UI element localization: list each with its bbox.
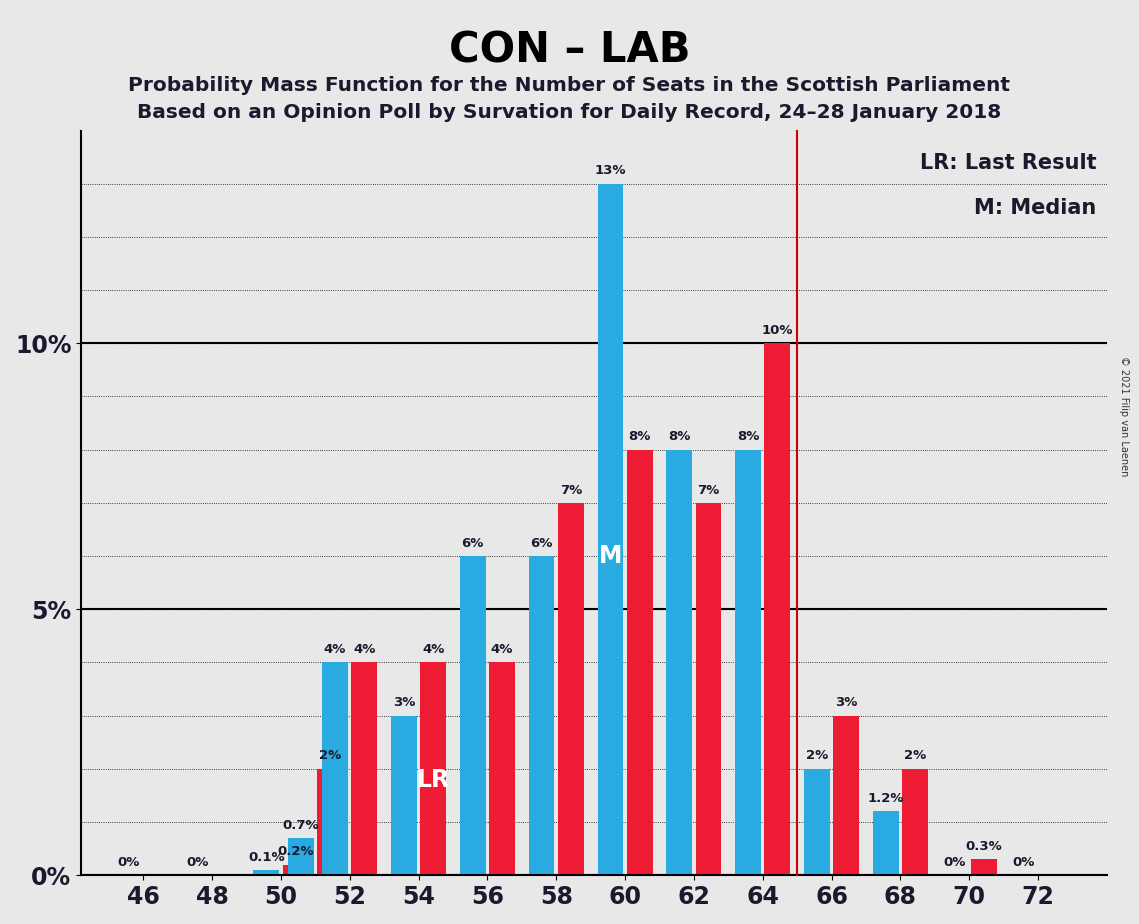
Text: 6%: 6% — [461, 537, 484, 550]
Bar — [282, 865, 309, 875]
Text: 7%: 7% — [697, 483, 720, 496]
Bar — [253, 870, 279, 875]
Text: M: M — [599, 544, 622, 568]
Text: 0.7%: 0.7% — [282, 819, 319, 832]
Bar — [872, 811, 899, 875]
Text: 0%: 0% — [186, 856, 208, 869]
Bar — [352, 663, 377, 875]
Bar — [834, 716, 859, 875]
Text: 0.2%: 0.2% — [277, 845, 313, 858]
Text: 3%: 3% — [393, 697, 415, 710]
Text: 1.2%: 1.2% — [868, 792, 904, 805]
Text: 0%: 0% — [117, 856, 140, 869]
Bar — [460, 556, 485, 875]
Text: Probability Mass Function for the Number of Seats in the Scottish Parliament: Probability Mass Function for the Number… — [129, 76, 1010, 95]
Text: LR: LR — [417, 768, 450, 792]
Text: M: Median: M: Median — [974, 198, 1097, 217]
Text: 13%: 13% — [595, 164, 626, 177]
Bar — [626, 450, 653, 875]
Bar — [528, 556, 555, 875]
Text: 0%: 0% — [1013, 856, 1034, 869]
Bar — [902, 769, 928, 875]
Text: 10%: 10% — [762, 324, 793, 337]
Bar — [735, 450, 761, 875]
Text: 4%: 4% — [353, 643, 376, 656]
Text: 3%: 3% — [835, 697, 858, 710]
Bar — [666, 450, 693, 875]
Text: CON – LAB: CON – LAB — [449, 30, 690, 71]
Text: 2%: 2% — [805, 749, 828, 762]
Text: 8%: 8% — [629, 431, 650, 444]
Bar — [696, 503, 721, 875]
Text: Based on an Opinion Poll by Survation for Daily Record, 24–28 January 2018: Based on an Opinion Poll by Survation fo… — [138, 103, 1001, 123]
Text: 0.1%: 0.1% — [248, 851, 285, 864]
Text: 7%: 7% — [559, 483, 582, 496]
Bar — [558, 503, 584, 875]
Text: 0%: 0% — [943, 856, 966, 869]
Bar — [598, 184, 623, 875]
Text: 6%: 6% — [531, 537, 552, 550]
Text: LR: Last Result: LR: Last Result — [920, 152, 1097, 173]
Text: 4%: 4% — [421, 643, 444, 656]
Bar — [420, 663, 446, 875]
Bar — [489, 663, 515, 875]
Bar — [804, 769, 830, 875]
Text: 4%: 4% — [323, 643, 346, 656]
Bar — [764, 344, 790, 875]
Text: 2%: 2% — [904, 749, 926, 762]
Text: 4%: 4% — [491, 643, 514, 656]
Bar — [391, 716, 417, 875]
Bar — [317, 769, 343, 875]
Bar — [322, 663, 349, 875]
Text: 2%: 2% — [319, 749, 341, 762]
Bar — [970, 859, 997, 875]
Bar — [288, 838, 313, 875]
Text: © 2021 Filip van Laenen: © 2021 Filip van Laenen — [1120, 356, 1129, 476]
Text: 0.3%: 0.3% — [966, 840, 1002, 853]
Text: 8%: 8% — [737, 431, 760, 444]
Text: 8%: 8% — [669, 431, 690, 444]
